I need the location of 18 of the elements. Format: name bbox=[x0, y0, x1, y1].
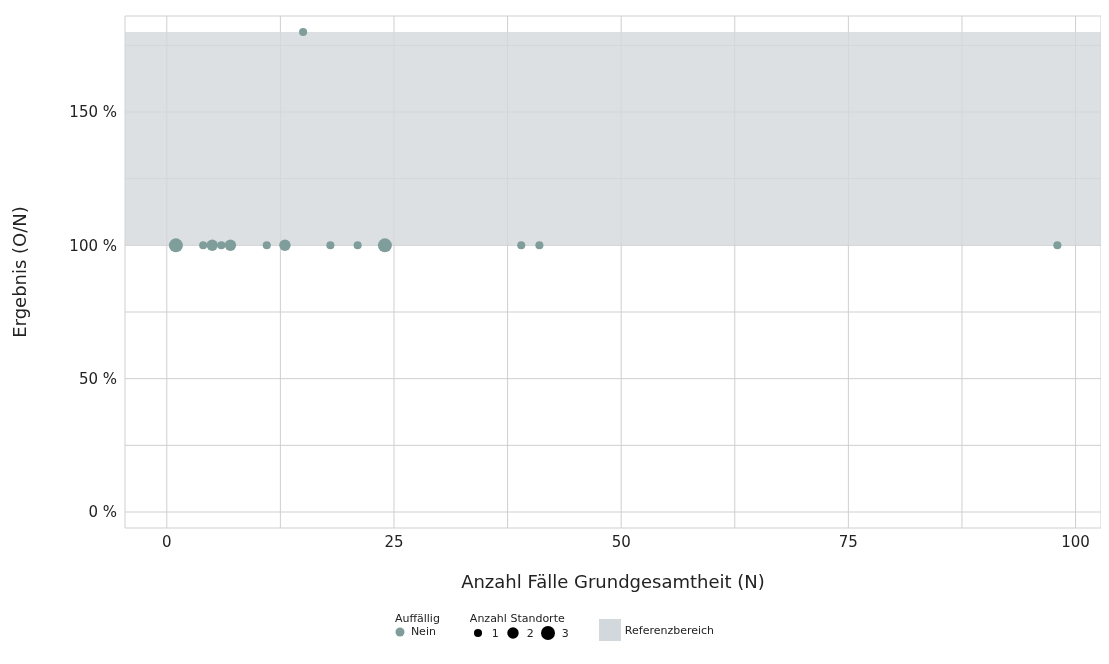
legend-label: Nein bbox=[410, 625, 436, 638]
text: Anzahl Standorte bbox=[469, 612, 566, 625]
x-axis-title: Anzahl Fälle Grundgesamtheit (N) bbox=[461, 571, 765, 592]
legend-label: 2 bbox=[526, 626, 534, 640]
legend-label: Referenzbereich bbox=[624, 623, 715, 637]
legend-title: Auffällig bbox=[394, 612, 440, 625]
y-tick-label: 50 % bbox=[78, 369, 117, 388]
y-tick-label: 100 % bbox=[69, 236, 117, 255]
x-tick-label: 100 bbox=[1061, 532, 1090, 551]
x-tick-label: 50 bbox=[611, 532, 631, 551]
legend-label: 1 bbox=[491, 626, 499, 640]
x-tick-label: 0 bbox=[162, 532, 172, 551]
x-tick-label: 75 bbox=[838, 532, 858, 551]
y-tick-label: 150 % bbox=[69, 103, 117, 122]
x-tick-label: 25 bbox=[384, 532, 404, 551]
y-axis-title: Ergebnis (O/N) bbox=[9, 206, 31, 338]
legend-label: 3 bbox=[561, 626, 569, 640]
y-tick-label: 0 % bbox=[88, 503, 117, 522]
